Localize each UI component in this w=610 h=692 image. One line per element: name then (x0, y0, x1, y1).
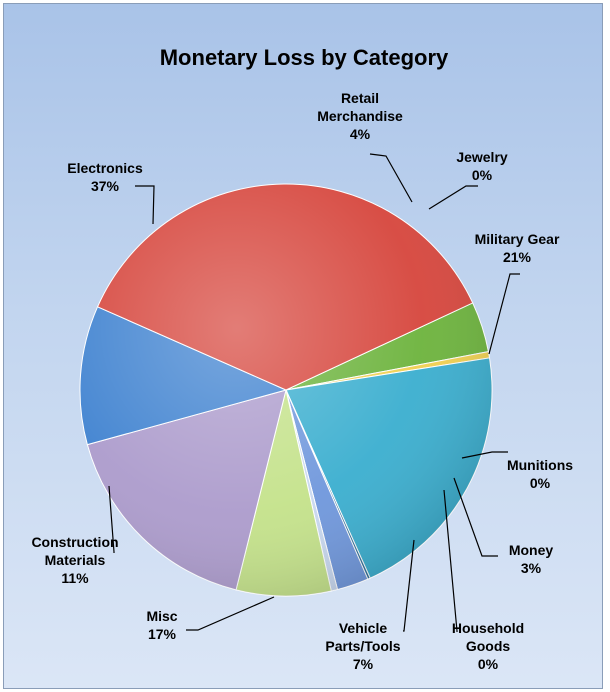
data-label-category: Goods (466, 638, 511, 654)
leader-line-electronics (135, 185, 155, 225)
leader-line-munitions (461, 451, 508, 459)
data-label-category: Electronics (67, 160, 143, 176)
data-label-percent: 37% (91, 178, 120, 194)
data-label-category: Vehicle (339, 620, 387, 636)
chart-frame: Monetary Loss by Category Retail Merchand… (3, 3, 603, 689)
leader-line-construction-materials (108, 485, 115, 553)
data-label-percent: 0% (478, 656, 499, 672)
data-label-percent: 0% (472, 167, 493, 183)
data-label-percent: 17% (148, 626, 177, 642)
data-label-percent: 11% (61, 570, 89, 586)
data-label-category: Misc (146, 608, 177, 624)
data-label-category: Merchandise (317, 108, 403, 124)
data-label-category: Parts/Tools (325, 638, 400, 654)
data-label-percent: 7% (353, 656, 374, 672)
data-label-category: Construction (31, 534, 118, 550)
pie-chart: Monetary Loss by Category Retail Merchand… (31, 45, 573, 672)
data-label-category: Money (509, 542, 554, 558)
data-label-percent: 0% (530, 475, 551, 491)
data-label-percent: 4% (350, 126, 371, 142)
leader-line-military-gear (488, 273, 520, 355)
data-label-category: Jewelry (456, 149, 508, 165)
data-label-percent: 3% (521, 560, 542, 576)
leader-line-household-goods (443, 489, 458, 632)
leader-line-money (453, 477, 498, 557)
data-label-category: Household (452, 620, 524, 636)
data-label-percent: 21% (503, 249, 532, 265)
data-label-category: Materials (45, 552, 106, 568)
leader-line-jewelry (428, 185, 478, 210)
data-label-category: Retail (341, 90, 379, 106)
data-label-category: Munitions (507, 457, 573, 473)
data-label-category: Military Gear (475, 231, 560, 247)
leader-line-vehicle-parts-tools (403, 539, 415, 632)
leader-line-misc (186, 596, 275, 631)
leader-line-retail-merchandise (369, 153, 413, 203)
chart-title: Monetary Loss by Category (160, 45, 449, 70)
